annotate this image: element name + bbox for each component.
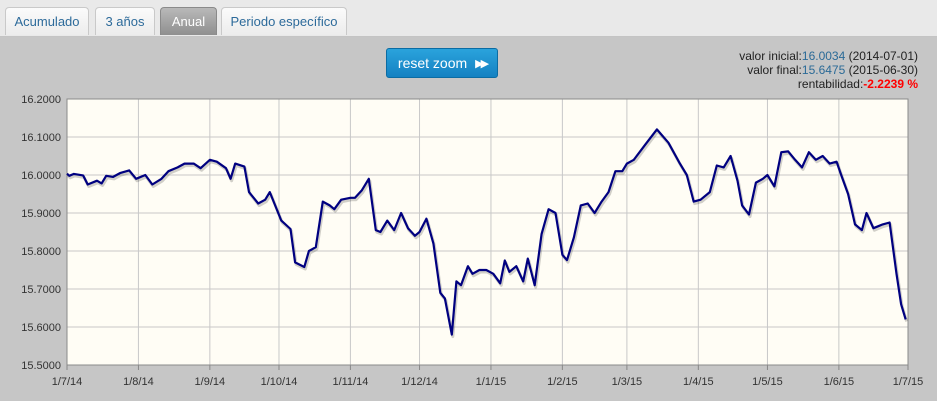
x-tick-label: 1/2/15 [547, 376, 578, 388]
y-tick-label: 16.1000 [21, 132, 61, 144]
fast-forward-icon: ▶▶ [475, 57, 489, 70]
x-tick-label: 1/11/14 [332, 376, 368, 388]
series-line[interactable] [66, 128, 907, 336]
x-tick-label: 1/1/15 [476, 376, 507, 388]
return-label: rentabilidad: [797, 77, 864, 91]
x-tick-label: 1/3/15 [612, 376, 643, 388]
reset-zoom-label: reset zoom [397, 55, 468, 71]
x-tick-label: 1/7/15 [893, 376, 924, 388]
initial-value: 16.0034 [801, 49, 846, 63]
final-value-label: valor final: [747, 63, 802, 77]
reset-zoom-button[interactable]: reset zoom ▶▶ [386, 48, 498, 78]
x-tick-label: 1/9/14 [195, 376, 226, 388]
y-tick-label: 15.9000 [21, 208, 61, 220]
y-tick-label: 15.8000 [21, 246, 61, 258]
summary-panel: valor inicial:16.0034 (2014-07-01) valor… [739, 49, 918, 91]
y-tick-label: 15.5000 [21, 360, 61, 372]
tab-anual[interactable]: Anual [160, 7, 217, 35]
x-tick-label: 1/10/14 [261, 376, 298, 388]
y-tick-label: 16.0000 [21, 170, 61, 182]
y-tick-label: 15.6000 [21, 322, 61, 334]
tab-bar: Acumulado 3 años Anual Periodo específic… [0, 0, 937, 37]
y-tick-label: 15.7000 [21, 284, 61, 296]
x-tick-label: 1/4/15 [683, 376, 714, 388]
x-tick-label: 1/6/15 [824, 376, 855, 388]
return-value: -2.2239 % [863, 77, 918, 91]
series-line-shadow [66, 129, 909, 339]
plot-border [66, 98, 909, 366]
return-row: rentabilidad:-2.2239 % [739, 77, 918, 91]
tab-periodo-especifico[interactable]: Periodo específico [221, 7, 347, 35]
final-value-row: valor final:15.6475 (2015-06-30) [739, 63, 918, 77]
tab-acumulado[interactable]: Acumulado [5, 7, 89, 35]
y-tick-label: 16.2000 [21, 94, 61, 106]
x-tick-label: 1/7/14 [52, 376, 83, 388]
initial-value-label: valor inicial: [739, 49, 802, 63]
x-tick-label: 1/12/14 [401, 376, 438, 388]
initial-date: (2014-07-01) [848, 49, 918, 63]
plot-area [67, 99, 908, 365]
tab-3-anos[interactable]: 3 años [95, 7, 155, 35]
initial-value-row: valor inicial:16.0034 (2014-07-01) [739, 49, 918, 63]
x-tick-label: 1/5/15 [752, 376, 783, 388]
final-value: 15.6475 [801, 63, 846, 77]
final-date: (2015-06-30) [848, 63, 918, 77]
x-tick-label: 1/8/14 [123, 376, 154, 388]
